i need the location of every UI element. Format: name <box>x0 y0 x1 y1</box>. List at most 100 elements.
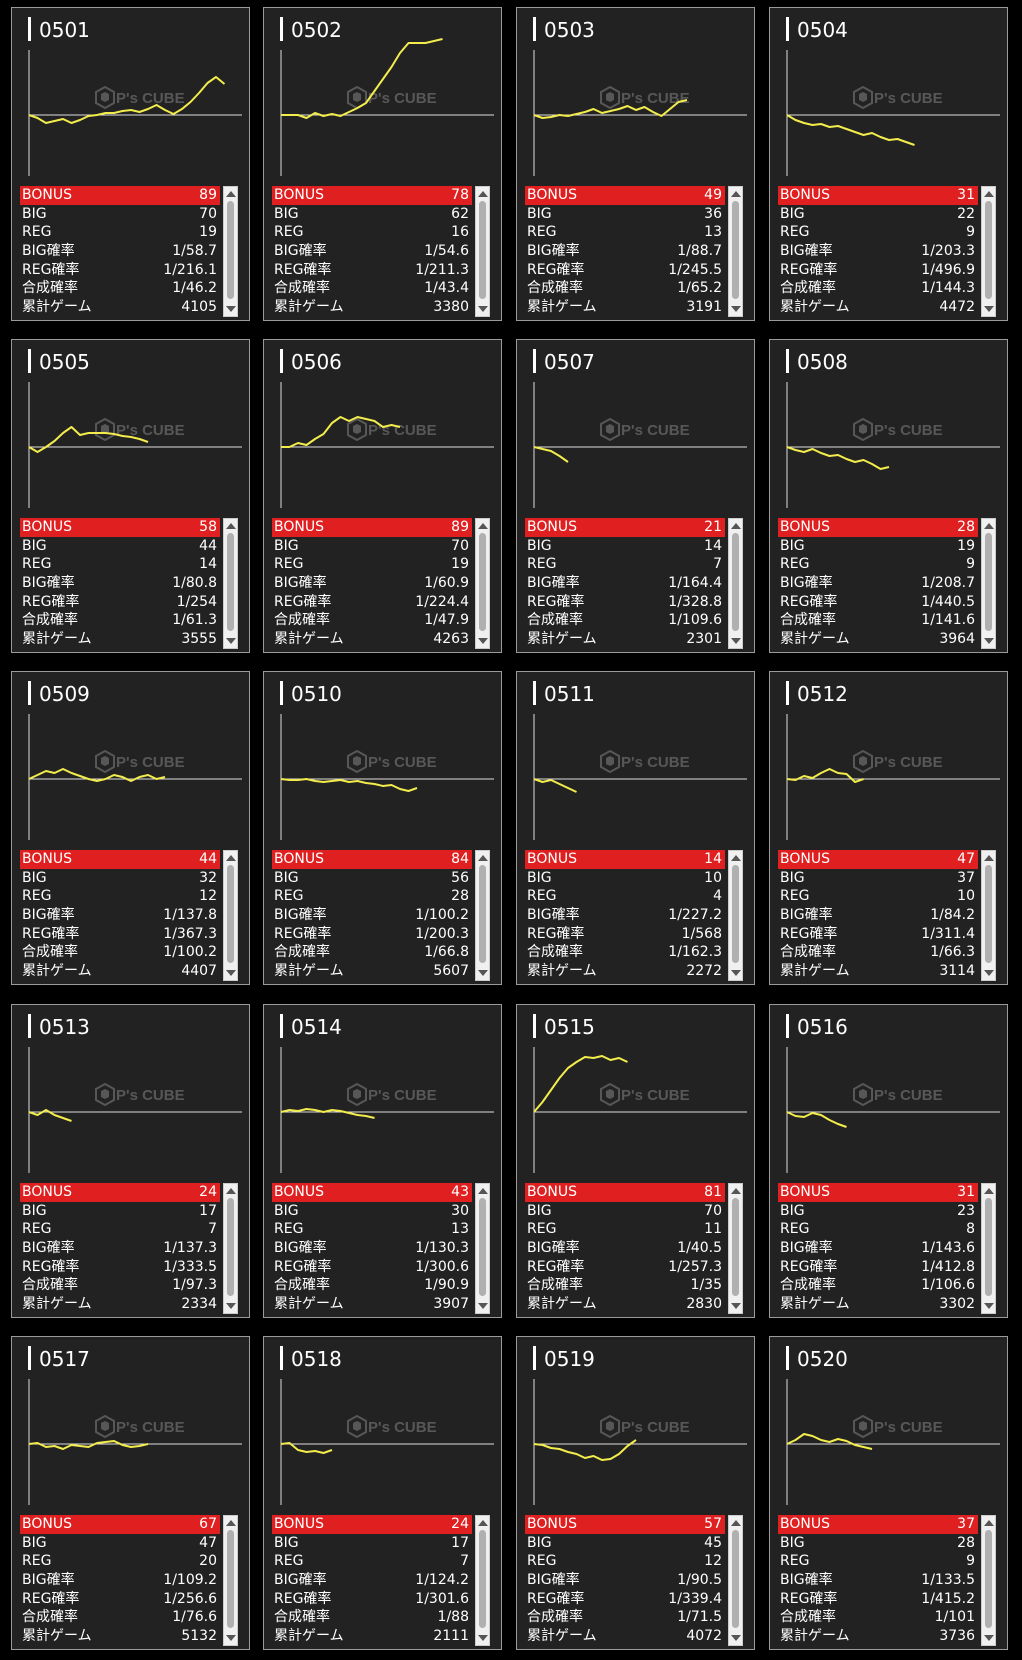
scrollbar-thumb[interactable] <box>479 533 486 631</box>
machine-card-0504[interactable]: 0504 P's CUBE BONUS 31 BIG 22 REG 9 BIG確率 1/203.3… <box>769 7 1008 321</box>
scroll-up-icon[interactable] <box>984 1520 994 1526</box>
stats-scrollbar[interactable] <box>728 1183 743 1314</box>
stats-scrollbar[interactable] <box>981 518 996 649</box>
scroll-up-icon[interactable] <box>226 1520 236 1526</box>
machine-card-0514[interactable]: 0514 P's CUBE BONUS 43 BIG 30 REG 13 BIG確率 1/130.… <box>263 1004 502 1318</box>
stats-scrollbar[interactable] <box>981 1183 996 1314</box>
stats-scrollbar[interactable] <box>728 1515 743 1646</box>
scrollbar-thumb[interactable] <box>985 865 992 963</box>
scroll-up-icon[interactable] <box>478 191 488 197</box>
scroll-up-icon[interactable] <box>731 1520 741 1526</box>
stats-scrollbar[interactable] <box>981 186 996 317</box>
stats-scrollbar[interactable] <box>223 850 238 981</box>
stats-scrollbar[interactable] <box>728 518 743 649</box>
scrollbar-thumb[interactable] <box>479 1530 486 1628</box>
machine-card-0505[interactable]: 0505 P's CUBE BONUS 58 BIG 44 REG 14 BIG確率 1/80.8… <box>11 339 250 653</box>
stats-scrollbar[interactable] <box>475 1183 490 1314</box>
scroll-up-icon[interactable] <box>478 523 488 529</box>
scrollbar-thumb[interactable] <box>479 865 486 963</box>
machine-card-0520[interactable]: 0520 P's CUBE BONUS 37 BIG 28 REG 9 BIG確率 1/133.5… <box>769 1336 1008 1650</box>
scroll-down-icon[interactable] <box>731 306 741 312</box>
scrollbar-thumb[interactable] <box>985 533 992 631</box>
scroll-down-icon[interactable] <box>478 638 488 644</box>
stats-scrollbar[interactable] <box>223 1515 238 1646</box>
scroll-up-icon[interactable] <box>984 523 994 529</box>
scroll-down-icon[interactable] <box>984 638 994 644</box>
scroll-down-icon[interactable] <box>478 970 488 976</box>
stats-scrollbar[interactable] <box>223 1183 238 1314</box>
machine-card-0517[interactable]: 0517 P's CUBE BONUS 67 BIG 47 REG 20 BIG確率 1/109.… <box>11 1336 250 1650</box>
scrollbar-thumb[interactable] <box>985 201 992 299</box>
scroll-up-icon[interactable] <box>984 855 994 861</box>
machine-card-0509[interactable]: 0509 P's CUBE BONUS 44 BIG 32 REG 12 BIG確率 1/137.… <box>11 671 250 985</box>
machine-card-0508[interactable]: 0508 P's CUBE BONUS 28 BIG 19 REG 9 BIG確率 1/208.7… <box>769 339 1008 653</box>
stats-scrollbar[interactable] <box>475 850 490 981</box>
stats-scrollbar[interactable] <box>728 850 743 981</box>
scrollbar-thumb[interactable] <box>227 201 234 299</box>
scroll-up-icon[interactable] <box>226 855 236 861</box>
scrollbar-thumb[interactable] <box>732 1530 739 1628</box>
scroll-down-icon[interactable] <box>478 306 488 312</box>
scrollbar-thumb[interactable] <box>227 533 234 631</box>
scrollbar-thumb[interactable] <box>227 1198 234 1296</box>
stats-scrollbar[interactable] <box>981 1515 996 1646</box>
stats-scrollbar[interactable] <box>981 850 996 981</box>
scrollbar-thumb[interactable] <box>479 201 486 299</box>
machine-card-0502[interactable]: 0502 P's CUBE BONUS 78 BIG 62 REG 16 BIG確率 1/54.6… <box>263 7 502 321</box>
scroll-up-icon[interactable] <box>478 1188 488 1194</box>
scroll-up-icon[interactable] <box>478 855 488 861</box>
scroll-up-icon[interactable] <box>731 523 741 529</box>
scroll-up-icon[interactable] <box>478 1520 488 1526</box>
machine-card-0513[interactable]: 0513 P's CUBE BONUS 24 BIG 17 REG 7 BIG確率 1/137.3… <box>11 1004 250 1318</box>
scroll-up-icon[interactable] <box>226 523 236 529</box>
stats-scrollbar[interactable] <box>475 518 490 649</box>
scrollbar-thumb[interactable] <box>732 533 739 631</box>
scrollbar-thumb[interactable] <box>479 1198 486 1296</box>
machine-card-0503[interactable]: 0503 P's CUBE BONUS 49 BIG 36 REG 13 BIG確率 1/88.7… <box>516 7 755 321</box>
machine-card-0516[interactable]: 0516 P's CUBE BONUS 31 BIG 23 REG 8 BIG確率 1/143.6… <box>769 1004 1008 1318</box>
scroll-down-icon[interactable] <box>478 1635 488 1641</box>
scroll-down-icon[interactable] <box>984 1303 994 1309</box>
machine-card-0511[interactable]: 0511 P's CUBE BONUS 14 BIG 10 REG 4 BIG確率 1/227.2… <box>516 671 755 985</box>
scroll-up-icon[interactable] <box>731 1188 741 1194</box>
stats-scrollbar[interactable] <box>728 186 743 317</box>
scroll-down-icon[interactable] <box>478 1303 488 1309</box>
stats-scrollbar[interactable] <box>475 1515 490 1646</box>
stats-scrollbar[interactable] <box>223 186 238 317</box>
stats-scrollbar[interactable] <box>223 518 238 649</box>
scroll-down-icon[interactable] <box>731 1635 741 1641</box>
scrollbar-thumb[interactable] <box>227 1530 234 1628</box>
machine-card-0507[interactable]: 0507 P's CUBE BONUS 21 BIG 14 REG 7 BIG確率 1/164.4… <box>516 339 755 653</box>
scroll-down-icon[interactable] <box>226 1303 236 1309</box>
scrollbar-thumb[interactable] <box>985 1198 992 1296</box>
scroll-down-icon[interactable] <box>984 970 994 976</box>
machine-card-0519[interactable]: 0519 P's CUBE BONUS 57 BIG 45 REG 12 BIG確率 1/90.5… <box>516 1336 755 1650</box>
scrollbar-thumb[interactable] <box>732 1198 739 1296</box>
scroll-down-icon[interactable] <box>984 306 994 312</box>
scroll-up-icon[interactable] <box>984 191 994 197</box>
machine-card-0518[interactable]: 0518 P's CUBE BONUS 24 BIG 17 REG 7 BIG確率 1/124.2… <box>263 1336 502 1650</box>
scrollbar-thumb[interactable] <box>985 1530 992 1628</box>
scroll-up-icon[interactable] <box>226 191 236 197</box>
machine-card-0506[interactable]: 0506 P's CUBE BONUS 89 BIG 70 REG 19 BIG確率 1/60.9… <box>263 339 502 653</box>
scroll-down-icon[interactable] <box>226 638 236 644</box>
scroll-down-icon[interactable] <box>731 638 741 644</box>
scroll-down-icon[interactable] <box>226 1635 236 1641</box>
scroll-up-icon[interactable] <box>226 1188 236 1194</box>
scroll-down-icon[interactable] <box>226 306 236 312</box>
scroll-down-icon[interactable] <box>731 970 741 976</box>
scroll-up-icon[interactable] <box>984 1188 994 1194</box>
machine-card-0510[interactable]: 0510 P's CUBE BONUS 84 BIG 56 REG 28 BIG確率 1/100.… <box>263 671 502 985</box>
scroll-down-icon[interactable] <box>984 1635 994 1641</box>
machine-card-0501[interactable]: 0501 P's CUBE BONUS 89 BIG 70 REG 19 BIG確率 1/58.7… <box>11 7 250 321</box>
scroll-up-icon[interactable] <box>731 191 741 197</box>
scrollbar-thumb[interactable] <box>732 201 739 299</box>
machine-card-0512[interactable]: 0512 P's CUBE BONUS 47 BIG 37 REG 10 BIG確率 1/84.2… <box>769 671 1008 985</box>
machine-card-0515[interactable]: 0515 P's CUBE BONUS 81 BIG 70 REG 11 BIG確率 1/40.5… <box>516 1004 755 1318</box>
scroll-down-icon[interactable] <box>226 970 236 976</box>
scroll-down-icon[interactable] <box>731 1303 741 1309</box>
scrollbar-thumb[interactable] <box>732 865 739 963</box>
scroll-up-icon[interactable] <box>731 855 741 861</box>
stats-scrollbar[interactable] <box>475 186 490 317</box>
scrollbar-thumb[interactable] <box>227 865 234 963</box>
